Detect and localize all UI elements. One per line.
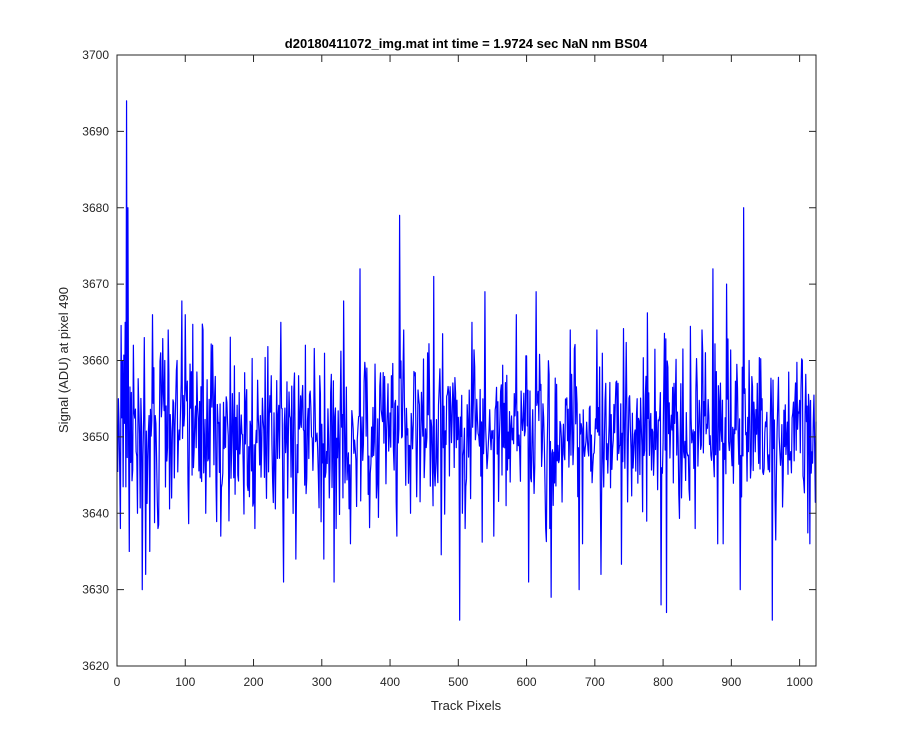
y-tick-label: 3680 xyxy=(82,201,109,215)
x-tick-label: 100 xyxy=(175,675,195,689)
x-axis-ticks: 0 100 200 300 400 500 600 700 800 900 1000 xyxy=(114,55,813,689)
y-tick-label: 3690 xyxy=(82,124,109,138)
x-tick-label: 500 xyxy=(448,675,468,689)
x-tick-label: 900 xyxy=(721,675,741,689)
y-tick-label: 3660 xyxy=(82,354,109,368)
axes-background xyxy=(117,55,816,666)
x-tick-label: 700 xyxy=(585,675,605,689)
x-tick-label: 1000 xyxy=(786,675,813,689)
x-tick-label: 800 xyxy=(653,675,673,689)
chart-title: d20180411072_img.mat int time = 1.9724 s… xyxy=(285,36,648,51)
x-tick-label: 200 xyxy=(244,675,264,689)
x-axis-label: Track Pixels xyxy=(431,698,502,713)
series-line xyxy=(117,100,817,621)
x-tick-label: 0 xyxy=(114,675,121,689)
x-tick-label: 300 xyxy=(312,675,332,689)
x-tick-label: 400 xyxy=(380,675,400,689)
y-tick-label: 3670 xyxy=(82,277,109,291)
y-axis-ticks: 3620 3630 3640 3650 3660 3670 3680 3690 3700 xyxy=(82,48,816,673)
y-tick-label: 3650 xyxy=(82,430,109,444)
y-tick-label: 3620 xyxy=(82,659,109,673)
x-tick-label: 600 xyxy=(517,675,537,689)
y-tick-label: 3630 xyxy=(82,583,109,597)
y-tick-label: 3640 xyxy=(82,506,109,520)
y-axis-label: Signal (ADU) at pixel 490 xyxy=(56,287,71,433)
y-tick-label: 3700 xyxy=(82,48,109,62)
plot-area xyxy=(116,54,817,667)
